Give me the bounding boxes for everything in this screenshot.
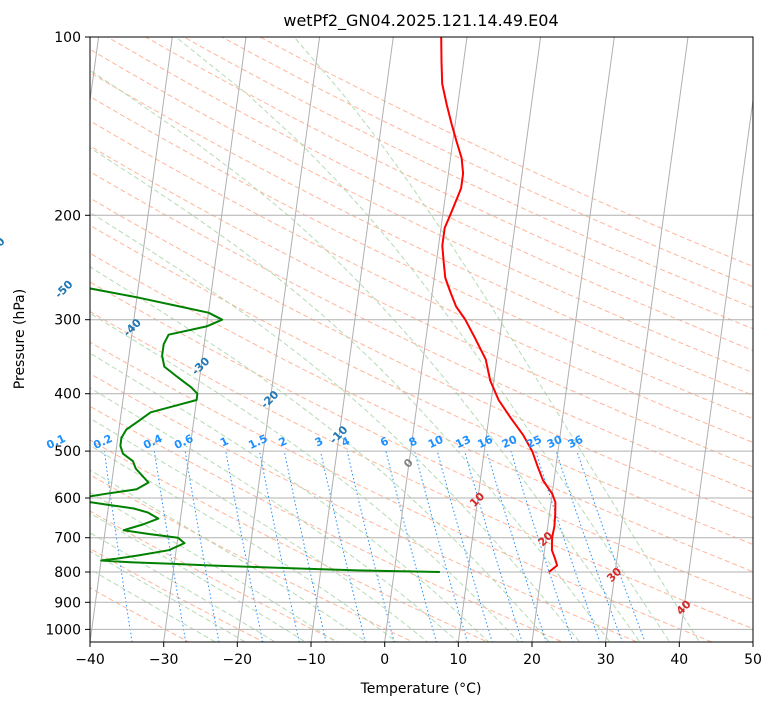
- moist-adiabat-line: [293, 37, 701, 642]
- y-tick-label: 900: [54, 595, 81, 611]
- moist-adiabat-line: [90, 550, 247, 642]
- dry-adiabat-line: [90, 48, 753, 374]
- isotherm-gridline: [531, 37, 615, 642]
- moist-adiabat-line: [90, 532, 277, 642]
- y-tick-label: 800: [54, 565, 81, 581]
- mixing-ratio-label: 36: [566, 433, 586, 451]
- y-axis-title: Pressure (hPa): [12, 289, 28, 389]
- mixing-ratio-label: 20: [500, 433, 520, 451]
- isotherm-gridline: [310, 37, 394, 642]
- dry-adiabats: [90, 37, 753, 642]
- moist-adiabat-line: [90, 568, 217, 642]
- x-tick-label: 0: [380, 652, 389, 668]
- x-tick-label: 10: [449, 652, 467, 668]
- x-tick-label: 40: [670, 652, 688, 668]
- dry-adiabat-line: [107, 37, 753, 352]
- pressure-gridlines: [90, 37, 753, 630]
- mixing-ratio-line: [464, 450, 523, 642]
- y-tick-label: 400: [54, 387, 81, 403]
- x-axis: −40 −30 −20 −10 0 10 20 30 40 50: [75, 642, 762, 668]
- mixing-ratio-line: [436, 450, 493, 642]
- x-tick-label: −30: [149, 652, 179, 668]
- y-tick-label: 700: [54, 531, 81, 547]
- y-tick-label: 500: [54, 444, 81, 460]
- dewpoint-profile-line: [90, 287, 440, 573]
- isotherm-gridline: [605, 37, 689, 642]
- sounding-series: [90, 37, 559, 573]
- mixing-ratio-line: [555, 450, 623, 642]
- isotherm-gridline: [236, 37, 321, 642]
- dry-adiabat-line: [90, 145, 753, 468]
- dry-adiabat-line: [90, 341, 714, 642]
- x-tick-label: −20: [223, 652, 253, 668]
- x-tick-label: −40: [75, 652, 105, 668]
- moist-adiabat-line: [90, 211, 581, 642]
- x-tick-label: 30: [597, 652, 615, 668]
- y-tick-label: 100: [54, 30, 81, 46]
- isotherm-gridline: [457, 37, 542, 642]
- dry-adiabat-line: [90, 474, 415, 642]
- isotherm-label: -60: [0, 235, 8, 258]
- isotherm-gridline: [90, 37, 173, 642]
- mixing-ratio-label: 30: [545, 433, 565, 451]
- dry-adiabat-line: [90, 197, 753, 519]
- x-axis-title: Temperature (°C): [360, 681, 482, 697]
- dry-adiabat-line: [145, 37, 753, 330]
- chart-title: wetPf2_GN04.2025.121.14.49.E04: [283, 11, 558, 31]
- mixing-ratio-line: [259, 451, 300, 642]
- dry-adiabat-line: [90, 439, 489, 642]
- mixing-ratio-label: 16: [476, 433, 496, 451]
- mixing-ratio-line: [576, 450, 646, 642]
- dry-adiabat-line: [90, 95, 753, 420]
- dry-adiabat-line: [90, 310, 753, 630]
- isotherm-gridline: [163, 37, 247, 642]
- dry-adiabat-line: [90, 171, 753, 493]
- mixing-ratio-line: [385, 450, 437, 642]
- y-tick-label: 1000: [45, 622, 81, 638]
- dry-adiabat-line: [90, 548, 265, 642]
- x-tick-label: 50: [744, 652, 762, 668]
- dry-adiabat-line: [259, 37, 753, 268]
- temperature-profile-line: [440, 37, 559, 573]
- mixing-ratio-line: [486, 450, 547, 642]
- isotherm-gridline: [384, 37, 468, 642]
- x-tick-label: −10: [296, 652, 326, 668]
- y-tick-label: 300: [54, 313, 81, 329]
- x-tick-label: 20: [523, 652, 541, 668]
- moist-adiabat-line: [90, 266, 551, 642]
- moist-adiabat-line: [90, 69, 641, 642]
- dry-adiabat-line: [90, 224, 753, 546]
- y-tick-label: 200: [54, 208, 81, 224]
- mixing-ratio-line: [283, 450, 327, 642]
- mixing-ratio-label: 25: [524, 433, 543, 451]
- dry-adiabat-line: [90, 252, 753, 573]
- isotherm-gridline: [678, 96, 753, 642]
- mixing-ratio-lines: [103, 450, 646, 642]
- mixing-ratio-line: [346, 450, 395, 642]
- mixing-ratio-line: [225, 451, 264, 642]
- mixing-ratio-line: [320, 450, 366, 642]
- y-tick-label: 600: [54, 491, 81, 507]
- mixing-ratio-label: 13: [453, 433, 472, 451]
- isotherm-gridlines: [90, 37, 753, 642]
- dry-adiabat-line: [221, 37, 753, 288]
- dry-adiabat-line: [90, 281, 753, 601]
- y-axis: 100 200 300 400 500 600 700 800 900 1000: [45, 30, 90, 638]
- moist-adiabat-line: [90, 147, 611, 642]
- plot-frame: [89, 36, 754, 643]
- dry-adiabat-line: [90, 120, 753, 444]
- mixing-ratio-label: 10: [426, 433, 446, 451]
